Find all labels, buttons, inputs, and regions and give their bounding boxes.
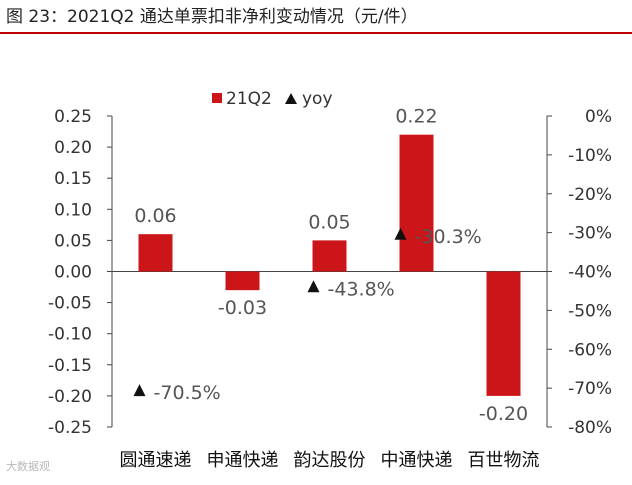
legend-label-21q2: 21Q2 xyxy=(226,89,272,109)
chart-title: 图 23：2021Q2 通达单票扣非净利变动情况（元/件） xyxy=(6,7,418,27)
bar xyxy=(225,271,260,291)
left-axis-tick-label: 0.25 xyxy=(54,107,92,127)
left-axis-tick-label: -0.20 xyxy=(48,387,92,407)
watermark: 大数据观 xyxy=(6,460,50,473)
right-axis-tick-label: 0% xyxy=(585,107,612,127)
right-axis-tick-label: -50% xyxy=(568,301,612,321)
bar-data-label: -0.20 xyxy=(479,403,528,425)
left-axis-tick-label: 0.10 xyxy=(54,200,92,220)
right-axis-tick-label: -40% xyxy=(568,263,612,283)
left-axis-tick-label: 0.00 xyxy=(54,263,92,283)
left-axis-tick-label: -0.25 xyxy=(48,418,92,438)
left-axis-tick-label: -0.10 xyxy=(48,325,92,345)
right-axis-tick-label: -20% xyxy=(568,185,612,205)
bar-data-label: 0.22 xyxy=(395,106,437,128)
yoy-data-label: -70.5% xyxy=(154,382,221,404)
legend-swatch-yoy xyxy=(285,93,297,104)
yoy-marker xyxy=(307,280,320,293)
legend-swatch-21q2 xyxy=(212,93,222,103)
left-axis-tick-label: 0.05 xyxy=(54,231,92,251)
yoy-marker xyxy=(394,227,407,240)
yoy-data-label: -43.8% xyxy=(328,278,395,300)
legend-label-yoy: yoy xyxy=(302,89,333,109)
bar-data-label: -0.03 xyxy=(218,297,267,319)
category-label: 中通快递 xyxy=(381,450,453,471)
right-axis-tick-label: -30% xyxy=(568,224,612,244)
left-axis-tick-label: 0.15 xyxy=(54,169,92,189)
left-axis-tick-label: 0.20 xyxy=(54,138,92,158)
category-label: 圆通速递 xyxy=(120,450,192,471)
right-y-axis: 0% -10% -20% -30% -40% -50% -60% -70% -80% xyxy=(546,107,612,438)
bar-data-label: 0.06 xyxy=(134,205,176,227)
right-axis-tick-label: -70% xyxy=(568,379,612,399)
right-axis-tick-label: -80% xyxy=(568,418,612,438)
right-axis-tick-label: -10% xyxy=(568,146,612,166)
right-axis-tick-label: -60% xyxy=(568,340,612,360)
yoy-data-label: -30.3% xyxy=(415,226,482,248)
left-y-axis: 0.25 0.20 0.15 0.10 0.05 0.00 -0.05 -0.10 -0.15 -… xyxy=(48,107,547,438)
x-axis-categories: 圆通速递 申通快递 韵达股份 中通快递 百世物流 xyxy=(120,450,540,471)
legend: 21Q2 yoy xyxy=(212,89,333,109)
left-axis-tick-label: -0.15 xyxy=(48,356,92,376)
bar xyxy=(312,240,347,272)
category-label: 申通快递 xyxy=(207,450,279,471)
bar-series-21q2: 0.06 -0.03 0.05 0.22 -0.20 xyxy=(134,106,528,425)
left-axis-tick-label: -0.05 xyxy=(48,294,92,314)
category-label: 韵达股份 xyxy=(294,450,366,471)
title-divider xyxy=(0,32,632,34)
bar xyxy=(399,134,434,272)
bar-data-label: 0.05 xyxy=(308,211,350,233)
yoy-marker xyxy=(133,384,146,397)
category-label: 百世物流 xyxy=(468,450,540,471)
marker-series-yoy: -70.5% -43.8% -30.3% xyxy=(133,226,482,404)
bar xyxy=(486,271,521,396)
bar xyxy=(138,234,173,272)
